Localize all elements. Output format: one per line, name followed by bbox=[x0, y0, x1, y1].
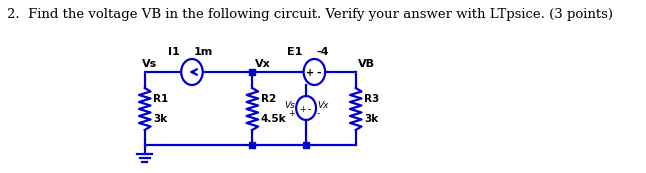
Text: Vx: Vx bbox=[255, 59, 271, 69]
Text: VB: VB bbox=[359, 59, 375, 69]
Text: -: - bbox=[307, 104, 311, 114]
Text: R2: R2 bbox=[260, 94, 276, 104]
Text: 4.5k: 4.5k bbox=[260, 114, 286, 124]
Text: Vs: Vs bbox=[142, 59, 158, 69]
Text: -: - bbox=[317, 110, 320, 119]
Text: -4: -4 bbox=[316, 47, 329, 57]
Text: E1: E1 bbox=[287, 47, 302, 57]
Text: -: - bbox=[316, 68, 321, 78]
Text: 3k: 3k bbox=[153, 114, 167, 124]
Text: +: + bbox=[299, 104, 306, 113]
Text: 1m: 1m bbox=[194, 47, 213, 57]
Text: R1: R1 bbox=[153, 94, 169, 104]
Text: +: + bbox=[306, 68, 315, 78]
Text: 2.  Find the voltage VB in the following circuit. Verify your answer with LTpsic: 2. Find the voltage VB in the following … bbox=[6, 8, 612, 21]
Text: 3k: 3k bbox=[364, 114, 379, 124]
Text: I1: I1 bbox=[168, 47, 180, 57]
Text: Vs: Vs bbox=[284, 102, 295, 111]
Text: Vx: Vx bbox=[317, 102, 328, 111]
Text: R3: R3 bbox=[364, 94, 379, 104]
Text: +: + bbox=[289, 110, 295, 119]
